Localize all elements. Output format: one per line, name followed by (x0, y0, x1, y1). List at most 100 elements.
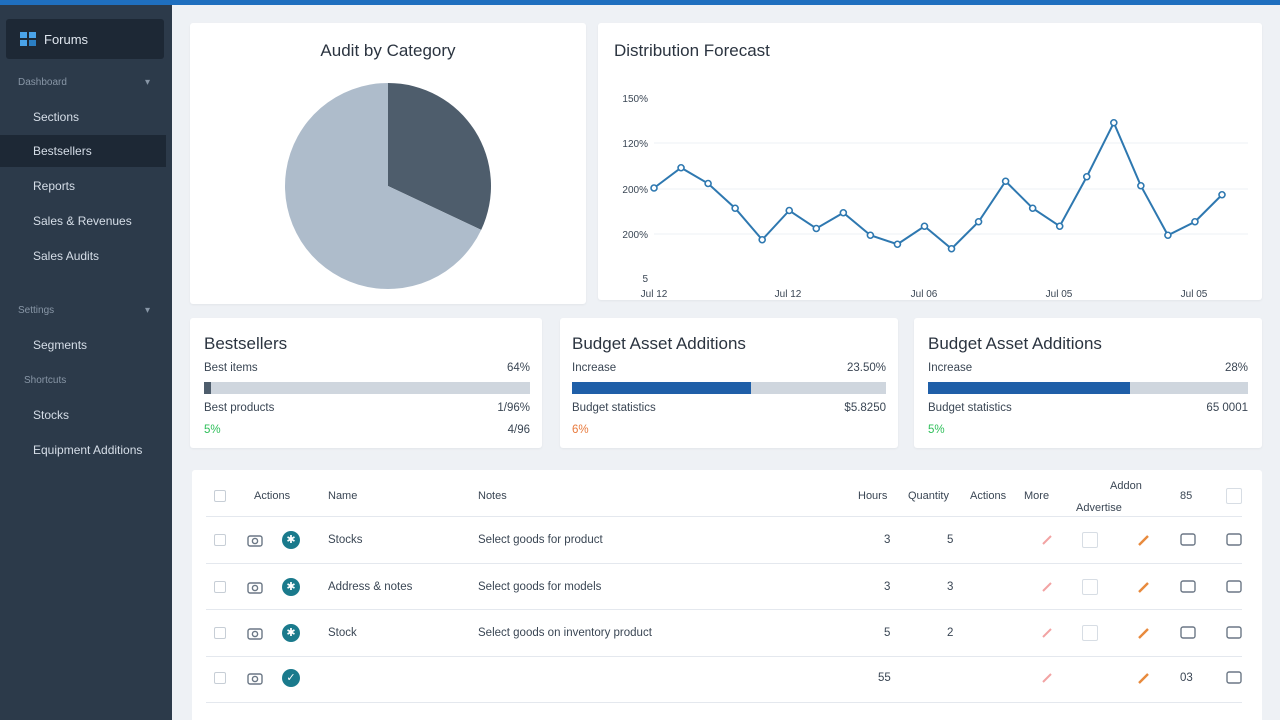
camera-icon[interactable] (247, 671, 263, 685)
edit-icon[interactable] (1137, 580, 1151, 594)
row-select-box[interactable] (1082, 625, 1098, 641)
stat-card-budget-2: Budget Asset Additions Increase 28% Budge… (914, 318, 1262, 448)
logo-icon (20, 32, 36, 46)
stat-row: 6% (572, 424, 589, 436)
sidebar-item-sales-audits[interactable]: Sales Audits (33, 249, 100, 263)
pie-slice[interactable] (285, 83, 482, 289)
column-header-addon[interactable]: Addon (1110, 480, 1142, 492)
row-divider (206, 656, 1242, 657)
link-icon[interactable] (1040, 580, 1054, 594)
top-accent-bar (0, 0, 1280, 5)
x-tick-label: Jul 05 (1181, 289, 1208, 300)
camera-icon[interactable] (247, 626, 263, 640)
sidebar-item-sales-revenues[interactable]: Sales & Revenues (33, 214, 132, 228)
sidebar-item-sections[interactable]: Sections (33, 110, 80, 124)
calendar-icon[interactable] (1180, 625, 1196, 639)
column-header-hours[interactable]: Hours (858, 490, 888, 502)
data-point[interactable] (1055, 222, 1064, 231)
brand[interactable]: Forums (6, 19, 164, 59)
calendar-icon[interactable] (1180, 532, 1196, 546)
chevron-down-icon: ▾ (144, 77, 150, 88)
row-name: Address & notes (328, 581, 413, 593)
column-header-count[interactable]: 85 (1180, 490, 1193, 502)
pie-slice[interactable] (388, 83, 491, 230)
column-header-name[interactable]: Name (328, 490, 358, 502)
data-point[interactable] (758, 235, 766, 244)
columns-icon[interactable] (1226, 488, 1242, 504)
sidebar-item-stocks[interactable]: Stocks (33, 408, 70, 422)
select-all-checkbox[interactable] (214, 490, 226, 502)
row-checkbox[interactable] (214, 534, 226, 546)
calendar-icon[interactable] (1226, 579, 1242, 593)
calendar-icon[interactable] (1180, 579, 1196, 593)
status-icon[interactable]: ✱ (282, 624, 300, 642)
data-point[interactable] (1164, 231, 1172, 240)
status-icon[interactable]: ✱ (282, 578, 300, 596)
sidebar-section-settings[interactable]: Settings ▾ (18, 305, 150, 316)
data-point[interactable] (1218, 190, 1226, 199)
sidebar-section-shortcuts[interactable]: Shortcuts (24, 375, 67, 386)
data-point[interactable] (731, 204, 739, 213)
progress-bar (572, 382, 886, 394)
data-point[interactable] (677, 163, 685, 172)
x-tick-label: Jul 06 (911, 289, 938, 300)
edit-icon[interactable] (1137, 671, 1151, 685)
row-checkbox[interactable] (214, 581, 226, 593)
data-point[interactable] (1191, 217, 1199, 226)
calendar-icon[interactable] (1226, 532, 1242, 546)
edit-icon[interactable] (1137, 533, 1151, 547)
data-point[interactable] (893, 240, 902, 249)
status-icon[interactable]: ✓ (282, 669, 300, 687)
data-point[interactable] (650, 184, 658, 192)
sidebar-item-equipment-additions[interactable]: Equipment Additions (33, 443, 143, 457)
data-point[interactable] (704, 179, 712, 188)
y-tick-label: 5 (642, 274, 648, 285)
pie-chart-title: Audit by Category (320, 41, 456, 60)
column-header-advertise[interactable]: Advertise (1076, 502, 1122, 514)
row-value-1: 3 (884, 534, 891, 546)
data-point[interactable] (1137, 181, 1145, 190)
sidebar-item-reports[interactable]: Reports (33, 179, 76, 193)
data-point[interactable] (785, 206, 794, 215)
brand-label: Forums (44, 31, 89, 47)
column-header-quantity[interactable]: Quantity (908, 490, 949, 502)
data-point[interactable] (1082, 172, 1091, 181)
row-name: Stocks (328, 534, 363, 546)
row-select-box[interactable] (1082, 579, 1098, 595)
data-point[interactable] (947, 244, 956, 253)
calendar-icon[interactable] (1226, 625, 1242, 639)
progress-bar-fill (928, 382, 1130, 394)
data-point[interactable] (920, 222, 929, 231)
data-point[interactable] (812, 224, 821, 233)
row-checkbox[interactable] (214, 627, 226, 639)
column-header-actions[interactable]: Actions (254, 490, 291, 502)
data-point[interactable] (839, 208, 848, 217)
data-point[interactable] (866, 231, 875, 240)
sidebar-section-dashboard[interactable]: Dashboard ▾ (18, 77, 150, 88)
column-header-actions-2[interactable]: Actions (970, 490, 1007, 502)
row-select-box[interactable] (1082, 532, 1098, 548)
link-icon[interactable] (1040, 671, 1054, 685)
stat-row: Budget statistics $5.8250 (572, 402, 886, 414)
link-icon[interactable] (1040, 626, 1054, 640)
camera-icon[interactable] (247, 580, 263, 594)
row-divider (206, 516, 1242, 517)
sidebar-item-segments[interactable]: Segments (33, 338, 88, 352)
edit-icon[interactable] (1137, 626, 1151, 640)
row-notes: Select goods for models (478, 581, 602, 593)
column-header-more[interactable]: More (1024, 490, 1050, 502)
data-point[interactable] (1001, 177, 1010, 186)
calendar-icon[interactable] (1226, 670, 1242, 684)
row-checkbox[interactable] (214, 672, 226, 684)
sidebar-item-bestsellers[interactable]: Bestsellers (0, 135, 166, 167)
row-divider (206, 702, 1242, 703)
data-point[interactable] (1028, 204, 1037, 213)
status-icon[interactable]: ✱ (282, 531, 300, 549)
column-header-notes[interactable]: Notes (478, 490, 507, 502)
data-point[interactable] (1110, 118, 1118, 127)
link-icon[interactable] (1040, 533, 1054, 547)
data-point[interactable] (974, 217, 983, 226)
y-tick-label: 120% (622, 139, 648, 150)
camera-icon[interactable] (247, 533, 263, 547)
data-table: Actions Name Notes Hours Quantity Action… (192, 470, 1262, 720)
